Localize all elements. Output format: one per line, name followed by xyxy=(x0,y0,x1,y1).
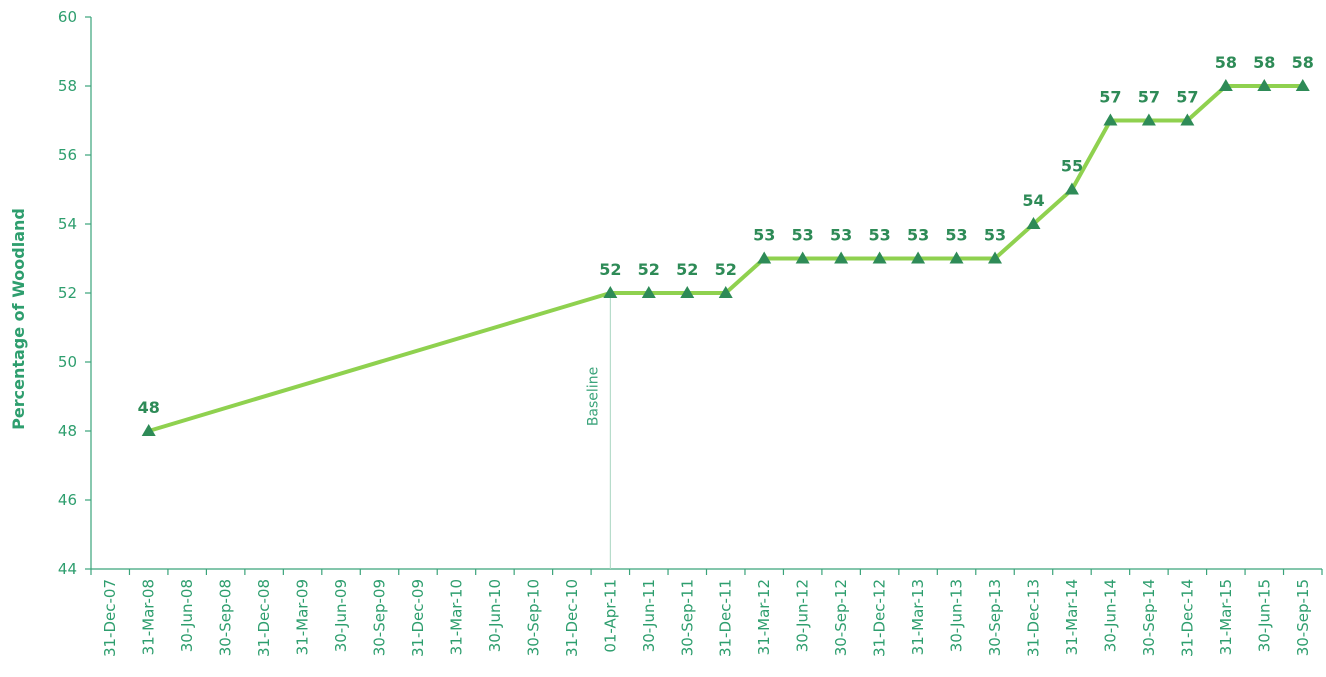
data-label: 53 xyxy=(868,226,890,245)
data-label: 53 xyxy=(945,226,967,245)
data-label: 58 xyxy=(1215,53,1237,72)
y-tick-label: 46 xyxy=(58,491,77,509)
data-label: 58 xyxy=(1292,53,1314,72)
data-label: 53 xyxy=(984,226,1006,245)
x-tick-label: 31-Mar-10 xyxy=(447,579,465,655)
x-tick-label: 30-Sep-13 xyxy=(986,579,1004,656)
x-tick-label: 30-Sep-14 xyxy=(1140,579,1158,656)
data-label: 57 xyxy=(1138,88,1160,107)
x-tick-label: 31-Mar-09 xyxy=(294,579,312,655)
x-tick-label: 30-Jun-10 xyxy=(486,579,504,652)
series-woodland xyxy=(142,79,1310,436)
x-tick-label: 30-Sep-09 xyxy=(371,579,389,656)
data-label: 55 xyxy=(1061,157,1083,176)
data-label: 54 xyxy=(1022,191,1044,210)
x-tick-label: 30-Sep-12 xyxy=(832,579,850,656)
baseline-label: Baseline xyxy=(585,367,601,426)
data-label: 57 xyxy=(1176,88,1198,107)
y-tick-label: 56 xyxy=(58,146,77,164)
x-tick-label: 31-Dec-08 xyxy=(255,579,273,657)
y-axis-title: Percentage of Woodland xyxy=(9,208,28,430)
data-label: 53 xyxy=(907,226,929,245)
x-tick-label: 30-Jun-14 xyxy=(1101,579,1119,652)
x-axis-ticks: 31-Dec-07 31-Mar-08 30-Jun-08 30-Sep-08 31-D… xyxy=(91,569,1322,657)
x-tick-label: 30-Jun-13 xyxy=(948,579,966,652)
data-label: 52 xyxy=(638,260,660,279)
data-label: 53 xyxy=(753,226,775,245)
y-axis-ticks: 44 46 48 50 52 54 56 58 60 xyxy=(58,8,91,578)
y-tick-label: 54 xyxy=(58,215,77,233)
x-tick-label: 30-Sep-08 xyxy=(217,579,235,656)
x-tick-label: 30-Sep-10 xyxy=(524,579,542,656)
data-label: 57 xyxy=(1099,88,1121,107)
x-tick-label: 31-Dec-13 xyxy=(1024,579,1042,657)
y-tick-label: 48 xyxy=(58,422,77,440)
data-label: 53 xyxy=(792,226,814,245)
x-tick-label: 30-Sep-15 xyxy=(1294,579,1312,656)
data-label: 52 xyxy=(715,260,737,279)
y-tick-label: 52 xyxy=(58,284,77,302)
x-tick-label: 30-Jun-12 xyxy=(794,579,812,652)
x-tick-label: 31-Mar-13 xyxy=(909,579,927,655)
data-label: 48 xyxy=(138,398,160,417)
x-tick-label: 01-Apr-11 xyxy=(601,579,619,653)
x-tick-label: 31-Mar-08 xyxy=(140,579,158,655)
series-line xyxy=(149,86,1303,431)
y-tick-label: 58 xyxy=(58,77,77,95)
x-tick-label: 31-Dec-09 xyxy=(409,579,427,657)
x-tick-label: 31-Dec-11 xyxy=(717,579,735,657)
baseline-marker: Baseline xyxy=(585,293,610,569)
data-label: 52 xyxy=(599,260,621,279)
x-tick-label: 31-Dec-12 xyxy=(871,579,889,657)
y-tick-label: 44 xyxy=(58,560,77,578)
x-tick-label: 31-Mar-12 xyxy=(755,579,773,655)
x-tick-label: 31-Dec-14 xyxy=(1178,579,1196,657)
x-tick-label: 30-Jun-15 xyxy=(1255,579,1273,652)
y-tick-label: 60 xyxy=(58,8,77,26)
data-label: 53 xyxy=(830,226,852,245)
x-tick-label: 31-Dec-10 xyxy=(563,579,581,657)
x-tick-label: 30-Jun-11 xyxy=(640,579,658,652)
y-tick-label: 50 xyxy=(58,353,77,371)
x-tick-label: 30-Jun-08 xyxy=(178,579,196,652)
x-tick-label: 30-Jun-09 xyxy=(332,579,350,652)
data-label: 52 xyxy=(676,260,698,279)
x-tick-label: 31-Mar-15 xyxy=(1217,579,1235,655)
x-tick-label: 30-Sep-11 xyxy=(678,579,696,656)
data-labels: 48 52 52 52 52 53 53 53 53 53 53 53 54 55 57 57 57 58 58 58 xyxy=(138,53,1314,417)
x-tick-label: 31-Dec-07 xyxy=(101,579,119,657)
data-label: 58 xyxy=(1253,53,1275,72)
x-tick-label: 31-Mar-14 xyxy=(1063,579,1081,655)
